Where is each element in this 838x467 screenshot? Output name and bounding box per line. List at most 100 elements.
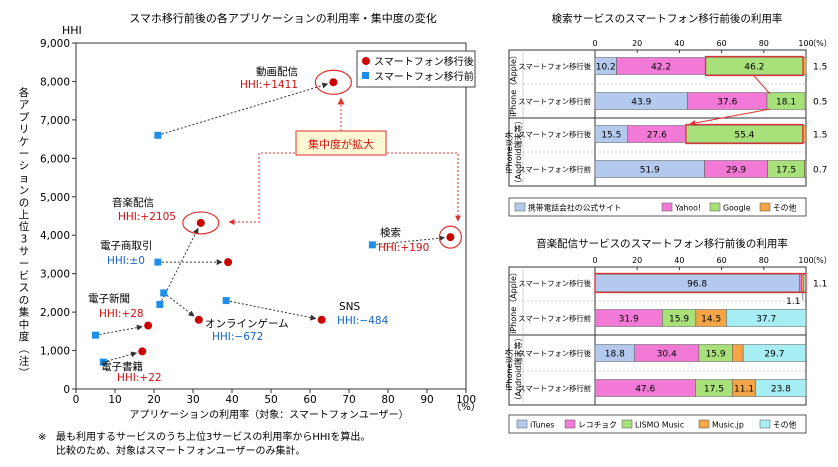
legend-label: Music.jp [712, 421, 744, 430]
y-axis-label-char: ー [19, 148, 30, 160]
legend-swatch [564, 419, 576, 429]
before-point [160, 289, 168, 297]
point-hhi-label: HHI:±0 [107, 255, 145, 267]
x-tick-label: 0 [73, 394, 80, 406]
row-label: スマートフォン移行後 [518, 349, 591, 358]
point-name-label: 電子書籍 [101, 360, 143, 373]
x-tick-label: 40 [674, 256, 684, 265]
before-point [99, 358, 107, 366]
x-tick-label: 0 [592, 256, 597, 265]
movement-arrow [103, 351, 138, 363]
bar-value-label: 30.4 [657, 350, 677, 360]
point-hhi-label: HHI:−672 [212, 331, 263, 343]
group-label: iPhone（Apple） [509, 51, 518, 117]
point-hhi-label: HHI:+190 [378, 242, 429, 254]
after-point [317, 315, 326, 324]
callout-text: 集中度が拡大 [308, 137, 374, 151]
x-tick-label: 40 [674, 39, 684, 48]
bar-segment [801, 274, 805, 292]
after-point [138, 347, 147, 356]
bar-value-label: 15.9 [669, 315, 689, 325]
y-axis-label-char: 位 [19, 220, 30, 233]
highlight-ellipse [182, 211, 220, 235]
x-tick-label: 10 [108, 394, 121, 406]
row-label: スマートフォン移行前 [518, 97, 591, 106]
highlight-box [594, 272, 807, 294]
points [92, 78, 455, 366]
search-title: 検索サービスのスマートフォン移行前後の利用率 [552, 12, 783, 25]
after-point [224, 258, 233, 267]
y-axis-label-char: ー [19, 258, 30, 270]
legend-swatch [759, 202, 771, 212]
bar-value-label: 55.4 [734, 131, 754, 141]
highlight-ellipses [182, 69, 462, 249]
legend-label: Yahoo! [674, 204, 701, 213]
x-axis-unit: （%） [451, 401, 481, 413]
movement-arrow [372, 235, 446, 246]
bar-segment [732, 344, 744, 362]
bar-value-label: 96.8 [687, 280, 707, 290]
y-axis-label-char: ︶ [19, 368, 30, 380]
y-axis-label-char: の [19, 197, 30, 209]
x-tick-label: 60 [717, 39, 727, 48]
scatter-legend [356, 50, 476, 88]
legend-label: 携帯電話会社の公式サイト [528, 203, 622, 213]
x-tick-label: 100 [456, 394, 476, 406]
bar-side-label: 1.1 [786, 297, 800, 307]
x-tick-label: 30 [186, 394, 199, 406]
point-name-label: 電子商取引 [100, 239, 153, 252]
legend-label: iTunes [530, 421, 555, 430]
bar-value-label: 31.9 [619, 315, 639, 325]
y-tick-label: 3,000 [40, 269, 70, 281]
bar-segment [726, 309, 807, 327]
y-axis-label-char: 3 [21, 233, 28, 245]
y-axis-label-char: 中 [19, 318, 30, 331]
legend-box [508, 197, 807, 217]
bar-segment [804, 92, 807, 110]
callout-box [295, 130, 387, 156]
bar-value-label: 37.7 [756, 315, 776, 325]
point-hhi-label: HHI:+2105 [118, 211, 176, 223]
legend-before-label: スマートフォン移行前 [374, 70, 474, 83]
legend-label: その他 [773, 203, 797, 213]
after-point [446, 233, 455, 242]
x-tick-label: 80 [759, 39, 769, 48]
movement-arrows [95, 82, 446, 363]
x-tick-label: 0 [592, 39, 597, 48]
bar-value-label: 47.6 [635, 385, 655, 395]
bar-value-label: 17.5 [776, 166, 796, 176]
x-tick-label: 80 [381, 394, 394, 406]
x-tick-label: 70 [342, 394, 355, 406]
legend-swatch [709, 202, 721, 212]
y-tick-label: 5,000 [40, 192, 70, 204]
movement-arrow [95, 324, 143, 336]
search-stacked-bar-chart: 検索サービスのスマートフォン移行前後の利用率 0 20 40 60 80 100（%） iP… [504, 12, 832, 217]
highlight-ellipse [438, 225, 462, 249]
legend-label: Google [723, 204, 751, 213]
bar-segment [755, 379, 807, 397]
bar-value-label: 29.7 [764, 350, 784, 360]
bar-value-label: 18.8 [605, 350, 625, 360]
legend-label: LISMO Music [635, 421, 684, 430]
y-tick-label: 0 [63, 384, 70, 396]
legend-swatch [759, 419, 771, 429]
y-tick-label: 2,000 [40, 307, 70, 319]
legend-after-label: スマートフォン移行後 [374, 55, 474, 68]
before-point [92, 331, 99, 339]
bar-segment [798, 274, 802, 292]
bar-value-label: 46.2 [744, 63, 764, 73]
after-point [194, 315, 203, 324]
note-mark: ※ [38, 432, 46, 443]
music-stacked-bar-chart: 音楽配信サービスのスマートフォン移行前後の利用率 0 20 40 60 80 100（%）… [504, 237, 832, 434]
highlight-box [685, 123, 804, 145]
y-axis-label-char: ビ [19, 270, 30, 282]
y-axis-label-char: リ [19, 124, 30, 136]
group-label: iPhone以外（Android端末等） [504, 117, 523, 188]
bar-value-label: 17.5 [704, 385, 724, 395]
legend-swatch [698, 419, 710, 429]
x-axis-label: アプリケーションの利用率（対象：スマートフォンユーザー） [129, 408, 408, 421]
x-tick-label: 20 [632, 256, 642, 265]
point-hhi-label: HHI:+1411 [240, 79, 298, 91]
